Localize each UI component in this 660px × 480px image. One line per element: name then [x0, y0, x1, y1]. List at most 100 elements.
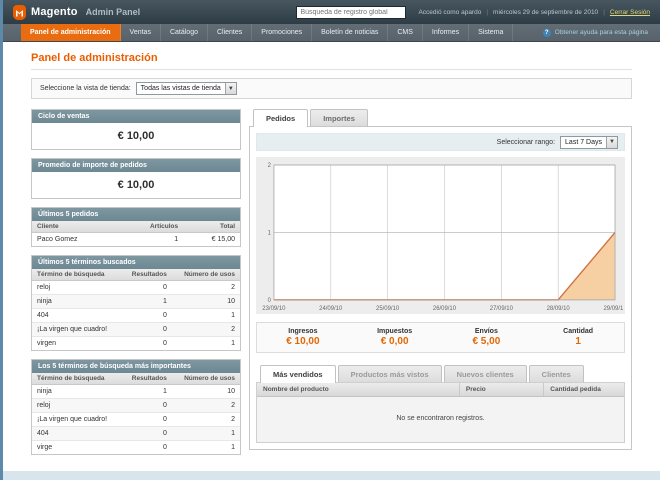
current-date: miércoles 29 de septiembre de 2010 [493, 8, 599, 16]
tab-nuevos-clientes[interactable]: Nuevos clientes [443, 364, 527, 382]
svg-text:26/09/10: 26/09/10 [433, 306, 457, 312]
get-help-link[interactable]: ? Obtener ayuda para esta página [542, 24, 660, 41]
magento-logo-icon [13, 4, 26, 20]
last-orders-title: Últimos 5 pedidos [32, 208, 240, 221]
column-header: Número de usos [171, 373, 240, 385]
total-ingresos: Ingresos € 10,00 [286, 327, 320, 347]
column-header: Total [183, 221, 240, 233]
svg-text:29/09/10: 29/09/10 [603, 306, 623, 312]
column-header: Artículos [118, 221, 184, 233]
total-impuestos: Impuestos € 0,00 [377, 327, 413, 347]
bottom-edge-strip [3, 471, 660, 480]
chart-area: 0 1 2 23/09/10 24/09/10 25/09/10 26/09/10 27/09… [256, 157, 625, 314]
total-envios: Envíos € 5,00 [472, 327, 501, 347]
orders-panel: Seleccionar rango: Last 7 Days ▼ 0 1 2 23/0… [249, 126, 632, 450]
page-content: Panel de administración Seleccione la vi… [3, 42, 660, 463]
range-select[interactable]: Last 7 Days ▼ [560, 135, 618, 149]
search-term-row[interactable]: ¡La virgen que cuadro! 0 2 [32, 412, 240, 427]
top-header-bar: Magento Admin Panel Accedió como apardo … [3, 0, 660, 24]
empty-records-message: No se encontraron registros. [257, 396, 624, 442]
last-orders-box: Últimos 5 pedidos Cliente Artículos Tota… [31, 207, 241, 247]
order-row[interactable]: Paco Gomez 1 € 15,00 [37, 236, 235, 243]
column-header: Nombre del producto [263, 385, 329, 393]
search-term-row[interactable]: ¡La virgen que cuadro! 0 2 [32, 322, 240, 337]
nav-item-catalogo[interactable]: Catálogo [161, 24, 208, 41]
tab-importes[interactable]: Importes [310, 109, 368, 126]
lifetime-sales-box: Ciclo de ventas € 10,00 [31, 109, 241, 150]
svg-text:0: 0 [268, 298, 272, 304]
nav-item-clientes[interactable]: Clientes [208, 24, 253, 41]
search-term-row[interactable]: 404 0 1 [32, 426, 240, 441]
column-header: Número de usos [171, 269, 240, 281]
range-label: Seleccionar rango: [496, 138, 556, 146]
lifetime-sales-value: € 10,00 [117, 130, 155, 142]
search-term-row[interactable]: reloj 0 2 [32, 280, 240, 295]
chevron-down-icon: ▼ [606, 136, 617, 148]
search-term-row[interactable]: virge 0 1 [37, 444, 235, 451]
search-term-row[interactable]: ninja 1 10 [32, 294, 240, 309]
nav-item-promociones[interactable]: Promociones [252, 24, 313, 41]
average-orders-value: € 10,00 [117, 179, 155, 191]
nav-item-ventas[interactable]: Ventas [121, 24, 161, 41]
dashboard-main: Pedidos Importes Seleccionar rango: Last… [249, 109, 632, 450]
help-icon: ? [542, 28, 551, 37]
page-title: Panel de administración [31, 52, 632, 70]
orders-chart: 0 1 2 23/09/10 24/09/10 25/09/10 26/09/10 27/09… [262, 163, 623, 312]
search-term-row[interactable]: virgen 0 1 [37, 340, 235, 347]
top-search-terms-box: Los 5 términos de búsqueda más important… [31, 359, 241, 455]
search-term-row[interactable]: ninja 1 10 [32, 384, 240, 399]
search-term-row[interactable]: 404 0 1 [32, 308, 240, 323]
user-meta: Accedió como apardo | miércoles 29 de se… [418, 8, 650, 16]
column-header: Resultados [121, 269, 172, 281]
tab-productos-mas-vistos[interactable]: Productos más vistos [337, 364, 442, 382]
top-search-terms-title: Los 5 términos de búsqueda más important… [32, 360, 240, 373]
nav-item-dashboard[interactable]: Panel de administración [21, 24, 121, 41]
svg-text:28/09/10: 28/09/10 [547, 306, 571, 312]
column-header: Término de búsqueda [32, 269, 122, 281]
nav-item-boletin[interactable]: Boletín de noticias [312, 24, 389, 41]
last-search-terms-title: Últimos 5 términos buscados [32, 256, 240, 269]
lifetime-sales-title: Ciclo de ventas [32, 110, 240, 123]
svg-text:23/09/10: 23/09/10 [262, 306, 286, 312]
totals-bar: Ingresos € 10,00 Impuestos € 0,00 Envíos… [256, 321, 625, 353]
logged-in-as: Accedió como apardo [418, 8, 482, 16]
store-view-switcher: Seleccione la vista de tienda: Todas las… [31, 78, 632, 99]
svg-text:2: 2 [268, 163, 271, 169]
column-header: Término de búsqueda [32, 373, 122, 385]
products-grid-header: Nombre del producto Precio Cantidad pedi… [257, 382, 624, 397]
tab-mas-vendidos[interactable]: Más vendidos [260, 364, 336, 383]
main-navigation: Panel de administración Ventas Catálogo … [3, 24, 660, 42]
nav-item-informes[interactable]: Informes [423, 24, 470, 41]
chart-tabs: Pedidos Importes [249, 109, 632, 127]
column-header: Cliente [32, 221, 119, 233]
store-view-select[interactable]: Todas las vistas de tienda ▼ [135, 82, 237, 95]
logo-text: Magento [31, 6, 78, 18]
products-grid: Nombre del producto Precio Cantidad pedi… [256, 381, 625, 443]
svg-text:24/09/10: 24/09/10 [319, 306, 343, 312]
range-strip: Seleccionar rango: Last 7 Days ▼ [256, 133, 625, 151]
logo-subtitle: Admin Panel [85, 7, 141, 17]
global-search-input[interactable] [296, 5, 407, 19]
store-view-label: Seleccione la vista de tienda: [40, 85, 131, 92]
search-term-row[interactable]: reloj 0 2 [32, 398, 240, 413]
total-cantidad: Cantidad 1 [563, 327, 594, 347]
magento-logo: Magento Admin Panel [13, 4, 141, 20]
svg-text:27/09/10: 27/09/10 [490, 306, 514, 312]
average-orders-title: Promedio de importe de pedidos [32, 159, 240, 172]
nav-item-sistema[interactable]: Sistema [469, 24, 514, 41]
svg-text:25/09/10: 25/09/10 [376, 306, 400, 312]
average-orders-box: Promedio de importe de pedidos € 10,00 [31, 158, 241, 199]
column-header: Resultados [121, 373, 172, 385]
last-search-terms-box: Últimos 5 términos buscados Término de b… [31, 255, 241, 351]
dashboard-sidebar: Ciclo de ventas € 10,00 Promedio de impo… [31, 109, 241, 463]
nav-item-cms[interactable]: CMS [388, 24, 423, 41]
column-header: Precio [458, 382, 543, 396]
tab-pedidos[interactable]: Pedidos [253, 109, 309, 127]
products-tabs: Más vendidos Productos más vistos Nuevos… [256, 364, 625, 383]
chevron-down-icon: ▼ [224, 83, 236, 94]
tab-clientes[interactable]: Clientes [528, 364, 584, 382]
column-header: Cantidad pedida [543, 382, 624, 396]
logout-link[interactable]: Cerrar Sesión [609, 8, 650, 16]
svg-text:1: 1 [268, 230, 272, 236]
